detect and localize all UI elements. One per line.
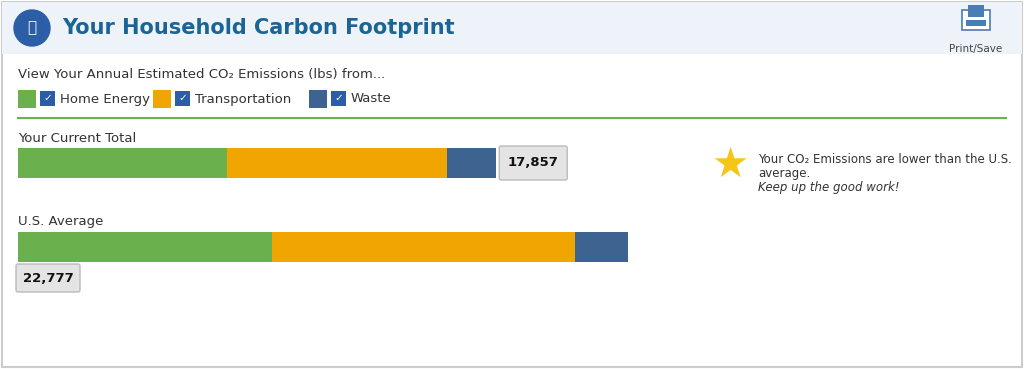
- Text: Keep up the good work!: Keep up the good work!: [758, 181, 899, 194]
- Text: Your Household Carbon Footprint: Your Household Carbon Footprint: [62, 18, 455, 38]
- Text: ✓: ✓: [43, 93, 52, 103]
- FancyBboxPatch shape: [500, 146, 567, 180]
- Bar: [331, 91, 346, 106]
- Text: 22,777: 22,777: [23, 272, 74, 284]
- Text: ★: ★: [712, 144, 749, 186]
- Text: ✓: ✓: [334, 93, 343, 103]
- Bar: [446, 148, 497, 178]
- Text: ✓: ✓: [178, 93, 186, 103]
- Text: Print/Save: Print/Save: [949, 44, 1002, 54]
- Text: View Your Annual Estimated CO₂ Emissions (lbs) from...: View Your Annual Estimated CO₂ Emissions…: [18, 68, 385, 81]
- Text: 🦶: 🦶: [28, 21, 37, 35]
- Text: Waste: Waste: [351, 93, 392, 106]
- Text: Your CO₂ Emissions are lower than the U.S.: Your CO₂ Emissions are lower than the U.…: [758, 153, 1012, 166]
- Bar: [272, 232, 575, 262]
- FancyBboxPatch shape: [16, 264, 80, 292]
- Circle shape: [14, 10, 50, 46]
- Bar: [40, 91, 55, 106]
- Bar: [968, 5, 984, 17]
- Bar: [575, 232, 628, 262]
- Bar: [962, 10, 990, 30]
- Text: U.S. Average: U.S. Average: [18, 215, 103, 228]
- Text: Transportation: Transportation: [195, 93, 291, 106]
- Bar: [2, 2, 1022, 54]
- Bar: [175, 91, 190, 106]
- Bar: [18, 148, 227, 178]
- Bar: [309, 90, 327, 108]
- Bar: [153, 90, 171, 108]
- Bar: [18, 232, 272, 262]
- Text: Home Energy: Home Energy: [60, 93, 150, 106]
- Bar: [966, 20, 986, 26]
- Bar: [18, 90, 36, 108]
- Text: average.: average.: [758, 167, 810, 180]
- Text: 17,857: 17,857: [508, 156, 559, 169]
- Text: Your Current Total: Your Current Total: [18, 132, 136, 145]
- Bar: [227, 148, 446, 178]
